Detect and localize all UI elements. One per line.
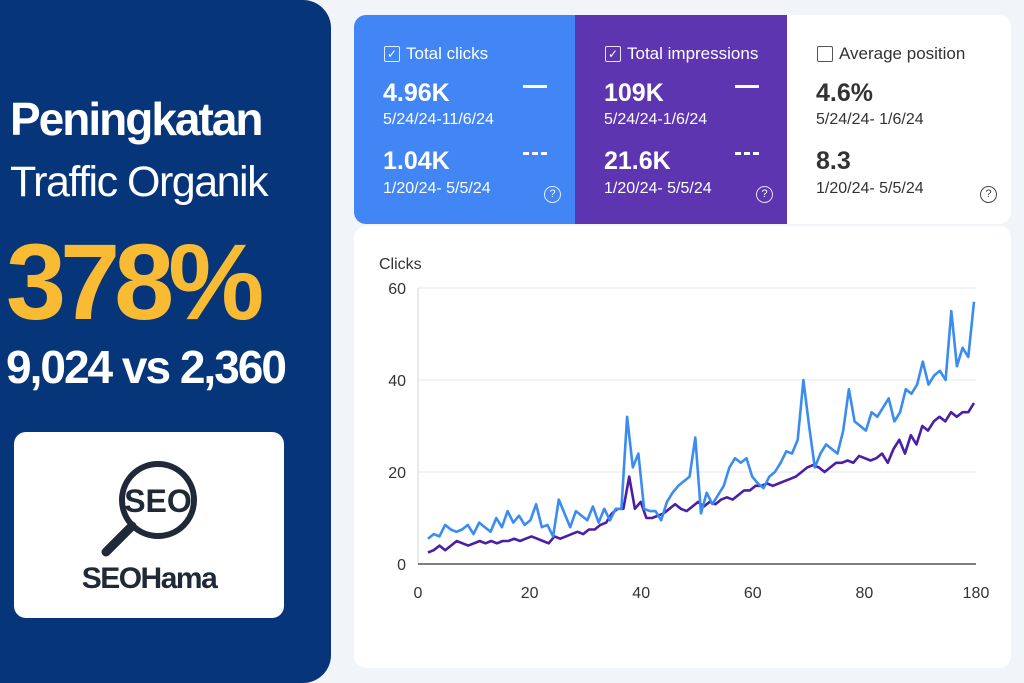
metric-card-pos[interactable]: Average position 4.6% 5/24/24- 1/6/24 8.… [787,15,1011,224]
x-tick-label: 20 [521,585,539,602]
metric-current-value: 109K [604,79,664,107]
solid-line-legend-icon [735,85,759,88]
checkbox-checked-icon[interactable]: ✓ [605,46,621,62]
magnifier-seo-icon: SEO [101,461,197,557]
y-axis-label: Clicks [379,256,422,273]
headline-panel: Peningkatan Traffic Organik 378% 9,024 v… [0,0,331,683]
solid-line-legend-icon [523,85,547,88]
y-tick-label: 20 [388,465,406,482]
x-tick-label: 80 [856,585,874,602]
metric-label: Total clicks [406,44,489,63]
metric-card-impr[interactable]: ✓ Total impressions 109K 5/24/24-1/6/24 … [575,15,787,224]
metric-previous-range: 1/20/24- 5/5/24 [604,180,712,197]
dashed-line-legend-icon [523,152,547,155]
metric-current-value: 4.6% [816,79,873,107]
metric-label: Average position [839,44,966,63]
growth-percent: 378% [6,221,264,342]
brand-logo-card: SEO SEOHama [14,432,284,618]
series-line-current [427,301,976,540]
metric-card-clicks[interactable]: ✓ Total clicks 4.96K 5/24/24-11/6/24 1.0… [354,15,575,224]
x-tick-label: 60 [744,585,762,602]
seo-icon-text: SEO [124,483,192,519]
y-tick-label: 60 [388,281,406,298]
series-line-previous [427,402,976,554]
brand-name: SEOHama [81,562,218,595]
metric-previous-range: 1/20/24- 5/5/24 [383,180,491,197]
help-icon[interactable]: ? [756,186,773,203]
y-tick-label: 40 [388,373,406,390]
help-icon[interactable]: ? [544,186,561,203]
clicks-line-chart: Clicks 0 20 40 60 0 20 40 60 80 180 [379,256,990,602]
headline-subtitle: Traffic Organik [10,158,269,206]
help-icon[interactable]: ? [980,186,997,203]
checkbox-checked-icon[interactable]: ✓ [384,46,400,62]
metric-previous-value: 8.3 [816,147,851,175]
metric-current-value: 4.96K [383,79,450,107]
checkbox-unchecked-icon[interactable] [817,46,833,62]
dashed-line-legend-icon [735,152,759,155]
metric-previous-range: 1/20/24- 5/5/24 [816,180,924,197]
metric-current-range: 5/24/24-11/6/24 [383,111,494,128]
metric-current-range: 5/24/24- 1/6/24 [816,111,924,128]
x-tick-label: 0 [414,585,423,602]
metric-previous-value: 1.04K [383,147,450,175]
x-tick-label: 40 [632,585,650,602]
metric-current-range: 5/24/24-1/6/24 [604,111,708,128]
x-tick-label: 180 [963,585,990,602]
y-tick-label: 0 [397,557,406,574]
traffic-comparison: 9,024 vs 2,360 [6,341,287,393]
metric-label: Total impressions [627,44,759,63]
metric-previous-value: 21.6K [604,147,671,175]
headline-title: Peningkatan [10,93,264,145]
chart-card: Clicks 0 20 40 60 0 20 40 60 80 180 [354,226,1011,668]
